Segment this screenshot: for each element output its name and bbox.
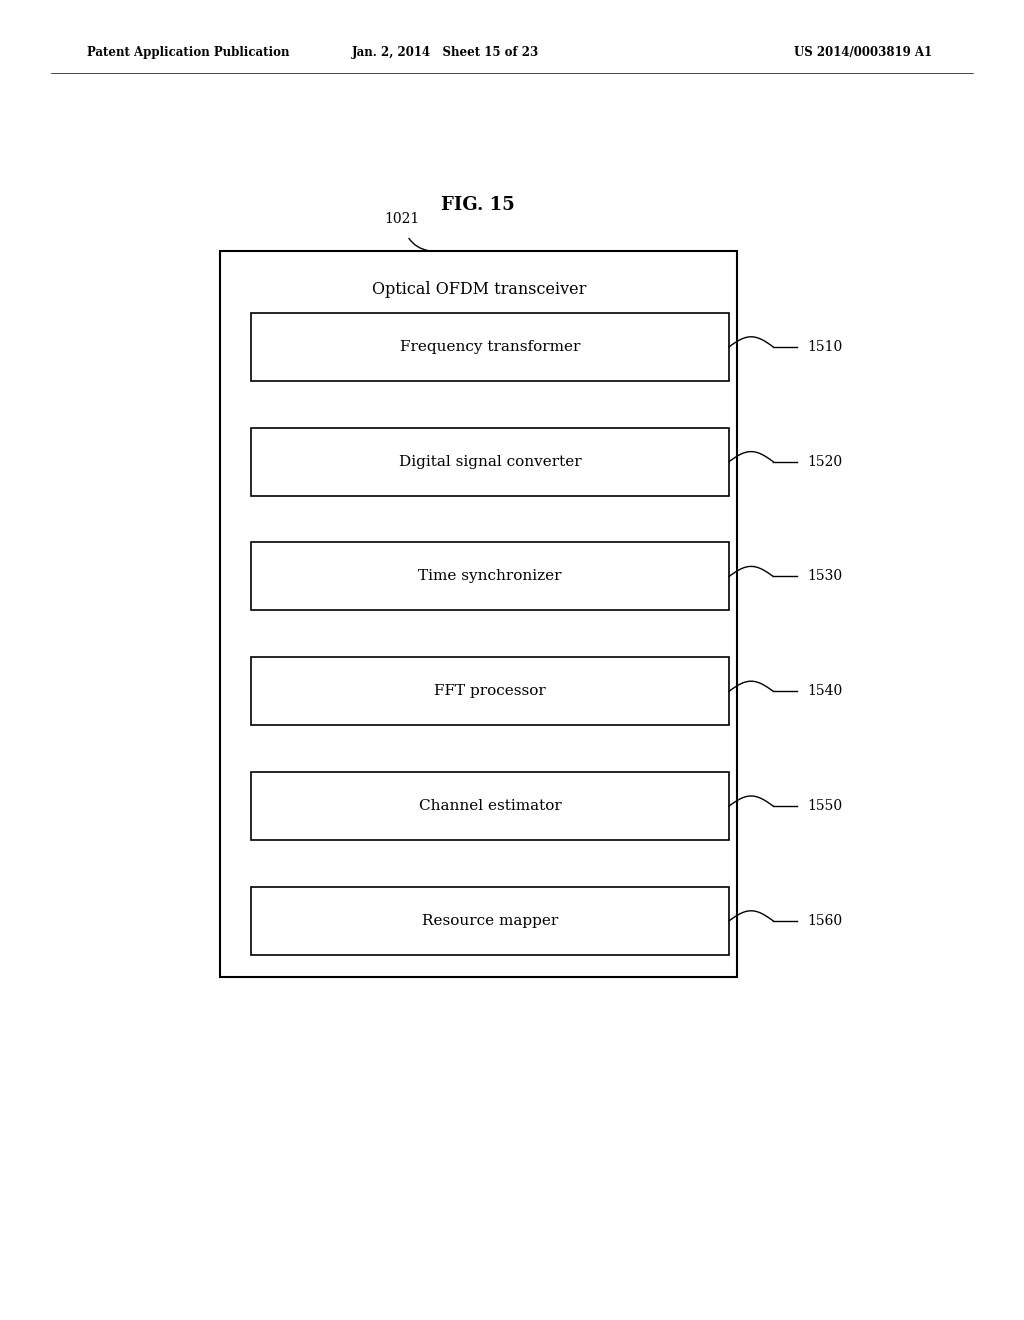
Bar (220, 251, 737, 977)
Text: Jan. 2, 2014   Sheet 15 of 23: Jan. 2, 2014 Sheet 15 of 23 (352, 46, 539, 59)
Text: Frequency transformer: Frequency transformer (399, 339, 581, 354)
Text: Digital signal converter: Digital signal converter (398, 454, 582, 469)
Text: Time synchronizer: Time synchronizer (418, 569, 562, 583)
Bar (251, 543, 729, 610)
Bar (251, 428, 729, 495)
Text: Patent Application Publication: Patent Application Publication (87, 46, 290, 59)
Text: 1530: 1530 (807, 569, 842, 583)
Bar (251, 313, 729, 380)
Bar (251, 772, 729, 840)
Text: 1560: 1560 (807, 913, 842, 928)
Text: FFT processor: FFT processor (434, 684, 546, 698)
Text: US 2014/0003819 A1: US 2014/0003819 A1 (794, 46, 932, 59)
Bar (251, 657, 729, 725)
Text: 1520: 1520 (807, 454, 842, 469)
Text: Resource mapper: Resource mapper (422, 913, 558, 928)
Text: 1540: 1540 (807, 684, 842, 698)
Text: 1510: 1510 (807, 339, 842, 354)
Text: Channel estimator: Channel estimator (419, 799, 561, 813)
Text: 1021: 1021 (385, 213, 420, 226)
Bar (251, 887, 729, 954)
Text: Optical OFDM transceiver: Optical OFDM transceiver (372, 281, 586, 298)
Text: FIG. 15: FIG. 15 (441, 195, 515, 214)
Text: 1550: 1550 (807, 799, 842, 813)
